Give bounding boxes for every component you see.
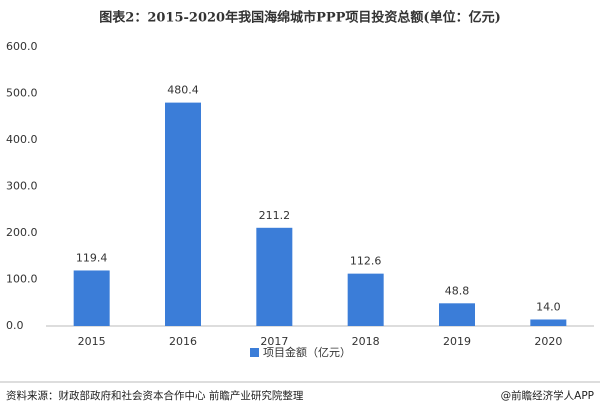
chart-title: 图表2：2015-2020年我国海绵城市PPP项目投资总额(单位：亿元): [99, 10, 500, 26]
bar: [256, 227, 293, 326]
bar: [165, 102, 201, 326]
y-tick-label: 100.0: [6, 273, 38, 286]
y-tick-label: 500.0: [6, 87, 38, 100]
x-tick-label: 2015: [78, 335, 106, 348]
x-tick-label: 2016: [169, 335, 197, 348]
y-tick-label: 0.0: [6, 319, 24, 332]
value-label: 480.4: [167, 84, 199, 97]
value-label: 48.8: [445, 284, 470, 297]
y-tick-label: 600.0: [6, 40, 38, 53]
bar: [73, 270, 110, 326]
x-tick-label: 2018: [352, 335, 380, 348]
source: 资料来源：财政部政府和社会资本合作中心 前瞻产业研究院整理: [6, 389, 304, 402]
x-tick-label: 2017: [260, 335, 288, 348]
bar: [530, 319, 567, 326]
x-tick-label: 2020: [534, 335, 562, 348]
legend-swatch: [250, 348, 259, 357]
x-tick-label: 2019: [443, 335, 471, 348]
bar: [439, 303, 475, 326]
y-tick-label: 300.0: [6, 180, 38, 193]
value-label: 14.0: [536, 300, 561, 313]
value-label: 112.6: [350, 255, 382, 268]
bar: [347, 273, 384, 326]
y-tick-label: 200.0: [6, 226, 38, 239]
value-label: 119.4: [76, 251, 108, 264]
credit: @前瞻经济学人APP: [501, 389, 594, 402]
legend-label: 项目金额（亿元）: [263, 345, 351, 359]
y-tick-label: 400.0: [6, 133, 38, 146]
value-label: 211.2: [259, 209, 291, 222]
